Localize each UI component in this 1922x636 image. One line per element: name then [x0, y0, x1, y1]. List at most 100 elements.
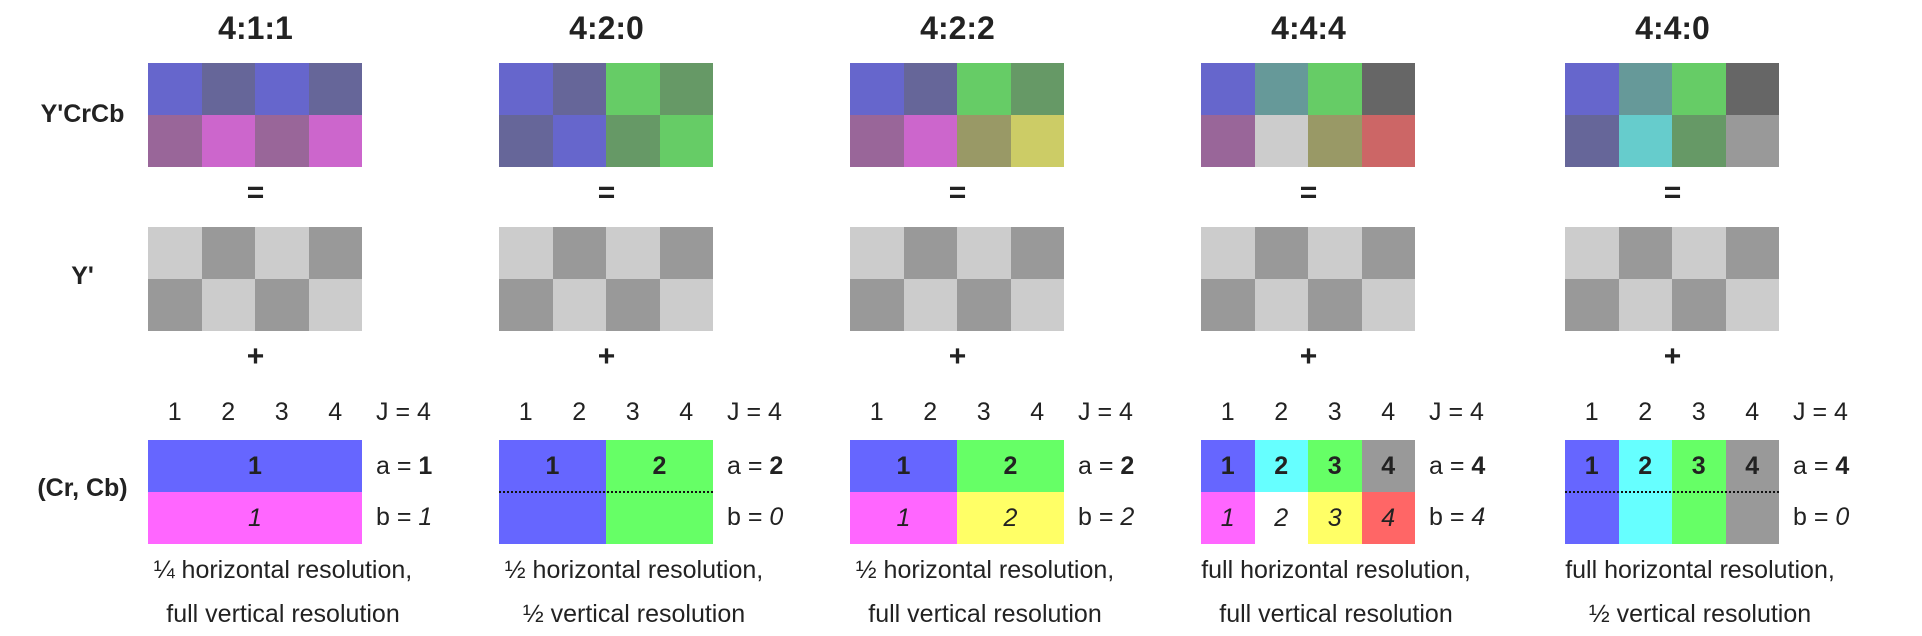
a-prefix: a = — [1078, 452, 1121, 480]
ycrcb-grid — [1565, 63, 1779, 167]
ycrcb-cell — [1672, 63, 1726, 115]
panel-title: 4:4:0 — [1635, 10, 1710, 46]
column-number: 1 — [1584, 398, 1599, 426]
b-value: 4 — [1471, 503, 1486, 531]
luma-cell — [957, 227, 1011, 279]
luma-cell — [1565, 279, 1619, 331]
ycrcb-cell — [552, 115, 606, 167]
a-value: 2 — [1120, 452, 1135, 480]
ycrcb-cell — [148, 115, 202, 167]
b-label: b = 0 — [727, 503, 783, 532]
chroma-cell-bottom — [1565, 492, 1619, 544]
ycrcb-grid — [499, 63, 713, 167]
column-number: 3 — [625, 398, 640, 426]
a-label: a = 4 — [1429, 452, 1485, 481]
chroma-cell-top: 2 — [1254, 440, 1308, 492]
luma-cell — [1254, 227, 1308, 279]
plus-sign: + — [948, 340, 967, 373]
b-label: b = 0 — [1793, 503, 1849, 532]
ycrcb-cell — [499, 63, 553, 115]
chroma-cell-bottom: 2 — [957, 492, 1064, 544]
a-prefix: a = — [1429, 452, 1472, 480]
chroma-cell-top: 3 — [1308, 440, 1362, 492]
chroma-cell-top: 1 — [148, 440, 362, 492]
column-number: 4 — [1381, 398, 1396, 426]
ycrcb-cell — [255, 115, 309, 167]
a-label: a = 2 — [1078, 452, 1134, 481]
luma-cell — [255, 227, 309, 279]
ycrcb-cell — [1254, 115, 1308, 167]
ycrcb-cell — [659, 63, 713, 115]
b-value: 0 — [769, 503, 784, 531]
column-number: 4 — [1030, 398, 1045, 426]
luma-cell — [606, 279, 660, 331]
luma-grid — [1201, 227, 1415, 331]
a-prefix: a = — [727, 452, 770, 480]
ycrcb-grid — [148, 63, 362, 167]
luma-cell — [1254, 279, 1308, 331]
ycrcb-cell — [1201, 115, 1255, 167]
ycrcb-cell — [957, 115, 1011, 167]
column-number: 4 — [328, 398, 343, 426]
description-line-2: full vertical resolution — [868, 600, 1102, 628]
luma-cell — [1618, 227, 1672, 279]
column-number: 2 — [1274, 398, 1289, 426]
luma-cell — [1010, 227, 1064, 279]
description-line-2: full vertical resolution — [1219, 600, 1453, 628]
resolution-description: ½ horizontal resolution, full vertical re… — [820, 548, 1150, 636]
luma-cell — [308, 227, 362, 279]
ycrcb-cell — [903, 115, 957, 167]
column-number: 3 — [1691, 398, 1706, 426]
column-number: 2 — [221, 398, 236, 426]
luma-cell — [1672, 279, 1726, 331]
chroma-cell-bottom — [1725, 492, 1779, 544]
plus-sign: + — [1299, 340, 1318, 373]
resolution-description: ½ horizontal resolution, ½ vertical resol… — [469, 548, 799, 636]
column-number: 4 — [1745, 398, 1760, 426]
luma-cell — [957, 279, 1011, 331]
luma-cell — [1361, 227, 1415, 279]
column-number: 2 — [572, 398, 587, 426]
ycrcb-grid — [850, 63, 1064, 167]
ycrcb-cell — [850, 63, 904, 115]
chroma-cell-bottom — [1672, 492, 1726, 544]
luma-cell — [1308, 227, 1362, 279]
column-number: 4 — [679, 398, 694, 426]
a-value: 1 — [418, 452, 433, 480]
luma-cell — [903, 227, 957, 279]
ycrcb-cell — [1201, 63, 1255, 115]
luma-cell — [148, 227, 202, 279]
b-value: 2 — [1120, 503, 1135, 531]
j-label: J = 4 — [1078, 398, 1133, 426]
a-value: 4 — [1835, 452, 1850, 480]
ycrcb-cell — [255, 63, 309, 115]
luma-cell — [1725, 279, 1779, 331]
luma-cell — [903, 279, 957, 331]
column-number: 3 — [1327, 398, 1342, 426]
luma-cell — [850, 227, 904, 279]
luma-cell — [606, 227, 660, 279]
description-line-1: full horizontal resolution, — [1201, 556, 1471, 584]
j-label: J = 4 — [376, 398, 431, 426]
chroma-cell-bottom: 4 — [1361, 492, 1415, 544]
ycrcb-cell — [1010, 115, 1064, 167]
row-label-luma: Y' — [71, 262, 94, 290]
ycrcb-cell — [499, 115, 553, 167]
luma-grid — [1565, 227, 1779, 331]
chroma-cell-bottom: 2 — [1254, 492, 1308, 544]
luma-cell — [552, 227, 606, 279]
ycrcb-cell — [201, 115, 255, 167]
column-number: 1 — [1220, 398, 1235, 426]
description-line-1: ½ horizontal resolution, — [504, 556, 764, 584]
panel-title: 4:2:0 — [569, 10, 644, 46]
chroma-cell-top: 2 — [957, 440, 1064, 492]
row-label-ycrcb: Y'CrCb — [40, 100, 125, 128]
b-prefix: b = — [1793, 503, 1836, 531]
description-line-1: ½ horizontal resolution, — [855, 556, 1115, 584]
panel-title: 4:4:4 — [1271, 10, 1346, 46]
description-line-2: ½ vertical resolution — [522, 600, 746, 628]
panel-title: 4:2:2 — [920, 10, 995, 46]
